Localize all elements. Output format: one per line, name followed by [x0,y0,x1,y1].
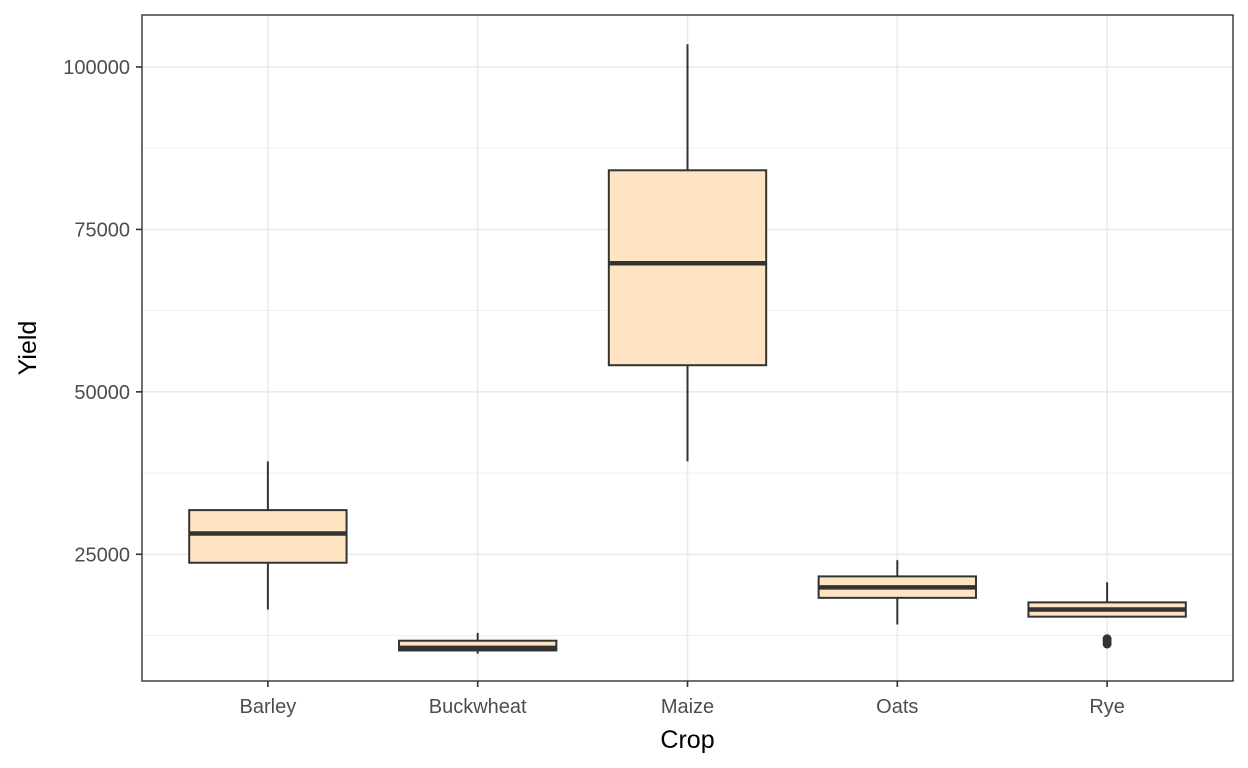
box-barley [188,461,348,610]
box-buckwheat [398,632,558,654]
boxes-layer [188,44,1187,654]
box-iqr [398,639,558,652]
box-rye [1027,582,1187,649]
y-tick-label: 100000 [63,57,130,79]
x-tick-label: Rye [1089,696,1125,718]
x-tick-label: Barley [240,696,297,718]
box-oats [817,560,977,625]
x-axis-title: Crop [660,726,714,754]
box-iqr [188,509,348,564]
outlier-point [1102,634,1112,644]
y-tick-label: 50000 [74,382,130,404]
y-axis: 25000 50000 75000 100000 [63,57,142,566]
y-tick-label: 25000 [74,544,130,566]
x-tick-label: Maize [661,696,714,718]
y-axis-title: Yield [14,321,42,376]
x-tick-label: Buckwheat [429,696,527,718]
y-tick-label: 75000 [74,219,130,241]
x-tick-label: Oats [876,696,918,718]
box-maize [607,44,768,462]
box-iqr [607,169,768,367]
x-axis: Barley Buckwheat Maize Oats Rye [240,681,1125,718]
